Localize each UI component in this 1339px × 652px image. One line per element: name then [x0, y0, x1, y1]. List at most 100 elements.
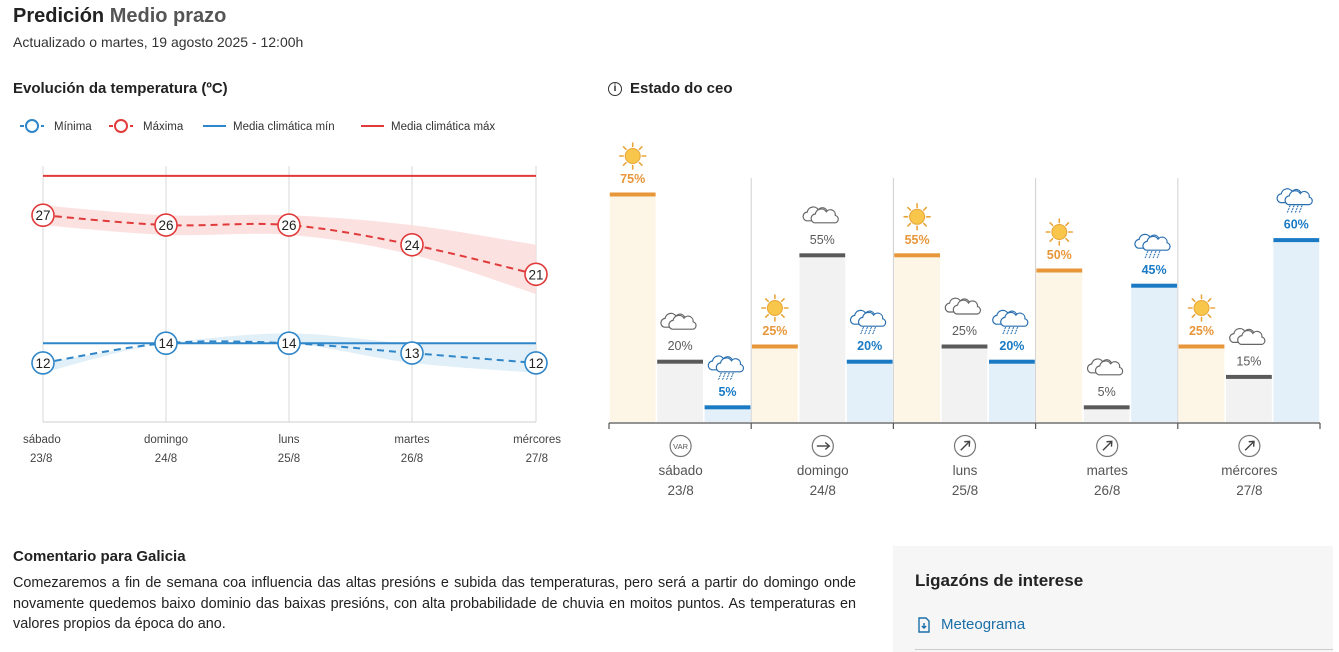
wind-circle	[669, 434, 692, 458]
rain-drop	[1010, 332, 1013, 335]
rain-drop	[731, 372, 734, 375]
sun-ray	[1207, 298, 1212, 303]
sun-ray	[780, 298, 785, 303]
sky-period-3-1: 5%	[1083, 358, 1130, 422]
rain-drop	[1286, 210, 1289, 213]
sky-period-3-0: 50%	[1036, 218, 1083, 422]
rain-drop	[1011, 329, 1014, 332]
cloud-front	[1094, 360, 1124, 376]
sun-ray	[638, 146, 643, 151]
page-title: Predición Medio prazo	[13, 5, 226, 28]
max-marker-1	[154, 213, 178, 237]
sky-prob-label: 20%	[999, 339, 1024, 353]
sun-core	[1193, 300, 1210, 316]
min-point-4: 12	[524, 351, 548, 375]
sky-bar	[846, 361, 893, 422]
wind-arrow	[1102, 440, 1113, 451]
page-title-main: Predición	[13, 5, 105, 27]
info-icon[interactable]: i	[608, 81, 622, 96]
sun-ray	[1049, 237, 1054, 242]
sky-prob-label: 15%	[1236, 354, 1261, 368]
sky-title-text: Estado do ceo	[630, 80, 733, 97]
max-label-2: 26	[281, 218, 296, 233]
rain-drop	[1144, 256, 1147, 259]
wind-arrow	[1244, 440, 1255, 451]
sun-ray	[1065, 222, 1070, 227]
wind-arrow	[816, 441, 831, 451]
rain-drop	[861, 329, 864, 332]
max-marker-3	[400, 232, 424, 257]
sky-day-1: 25% 55% 20% domingo 24/8	[752, 206, 893, 498]
sky-prob-label: 25%	[952, 324, 977, 338]
sky-period-0-1: 20%	[657, 312, 703, 422]
rain-drop	[723, 372, 726, 375]
wind-arrow-shaft	[1244, 441, 1255, 451]
x-tick-date-1: 24/8	[155, 453, 177, 465]
max-label-0: 27	[35, 208, 50, 223]
min-marker-3	[400, 341, 424, 365]
sun-icon	[761, 294, 789, 322]
sky-bar-top	[1178, 344, 1225, 349]
rain-drop	[1294, 210, 1297, 213]
rain-drop	[1290, 210, 1293, 213]
max-marker-2	[277, 213, 301, 237]
sky-day-label: mércores	[1221, 463, 1278, 478]
sky-date-label: 25/8	[952, 483, 978, 498]
wind-arrow-head	[1106, 440, 1113, 447]
max-point-4: 21	[524, 262, 548, 287]
cloud-front	[952, 299, 981, 315]
x-tick-date-0: 23/8	[30, 453, 52, 465]
sky-day-2: 55% 25% 20% luns 25/8	[894, 203, 1035, 498]
wind-arrow-icon[interactable]	[1096, 434, 1119, 458]
sky-period-4-0: 25%	[1178, 294, 1225, 422]
min-point-0: 12	[31, 351, 55, 375]
legend-max-label: Máxima	[143, 121, 184, 133]
cloud-front	[1237, 330, 1266, 345]
cloud-front	[857, 311, 887, 327]
sun-core	[909, 208, 926, 225]
wind-arrow-icon[interactable]	[811, 434, 834, 458]
min-point-3: 13	[400, 341, 424, 365]
min-marker-1	[154, 331, 178, 356]
sky-bar	[657, 361, 703, 422]
legend-clim-min-label: Media climática mín	[233, 121, 335, 133]
variable-wind-icon[interactable]: VAR	[669, 434, 692, 458]
rain-drop	[1150, 250, 1153, 254]
sky-bar	[609, 194, 656, 422]
temperature-chart: Mínima Máxima Media climática mín Media cli…	[20, 119, 561, 465]
sky-period-1-2: 20%	[846, 309, 893, 422]
x-tick-day-1: domingo	[144, 434, 188, 446]
rain-drop	[1145, 253, 1148, 256]
max-point-2: 26	[277, 213, 301, 237]
wind-arrow-icon[interactable]	[953, 434, 977, 458]
sky-prob-label: 20%	[857, 339, 882, 353]
rain-drop	[1014, 332, 1017, 335]
sky-prob-label: 25%	[762, 324, 787, 338]
rain-drop	[1292, 205, 1295, 208]
sky-chart: 75% 20% 5% VAR sábado 23/8 25% 55% 20% domingo 24/…	[608, 142, 1321, 498]
sun-icon	[903, 203, 931, 231]
max-point-1: 26	[154, 213, 178, 237]
sky-bar	[1036, 270, 1083, 422]
rain-drop	[1146, 250, 1149, 254]
rain-drop	[1149, 253, 1152, 256]
rain-drop	[729, 377, 732, 380]
meteograma-link[interactable]: Meteograma	[917, 616, 1025, 633]
sun-ray	[1191, 313, 1196, 318]
wind-arrow-icon[interactable]	[1238, 434, 1261, 458]
min-label-4: 12	[528, 356, 543, 371]
sky-bar	[989, 361, 1035, 422]
max-label-3: 24	[404, 238, 420, 253]
sky-prob-label: 60%	[1284, 218, 1309, 232]
rain-drop	[1299, 207, 1302, 211]
x-tick-date-4: 27/8	[526, 453, 548, 465]
rain-drop	[1156, 256, 1159, 259]
sun-icon	[618, 142, 647, 170]
sky-bar	[799, 254, 846, 422]
x-tick-day-0: sábado	[23, 434, 61, 446]
min-label-0: 12	[35, 356, 50, 371]
legend-max-marker	[114, 119, 128, 133]
cloud-front	[1142, 235, 1171, 251]
rain-drop	[1298, 210, 1301, 213]
rain-drop	[1157, 253, 1160, 256]
